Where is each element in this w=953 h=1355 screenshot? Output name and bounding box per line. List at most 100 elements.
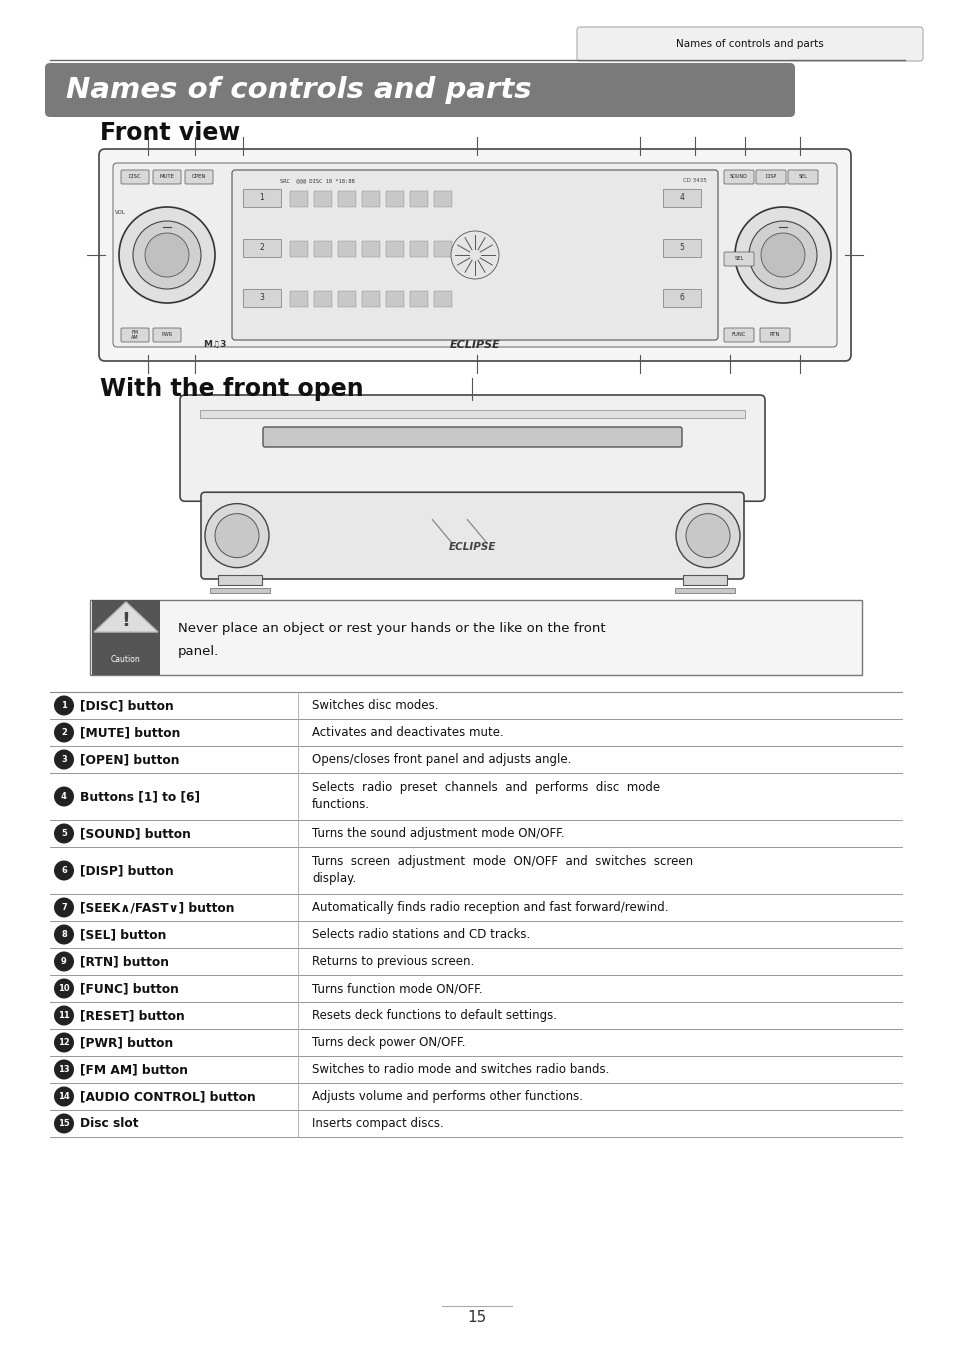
Bar [50, 772, 901, 820]
Circle shape [54, 860, 74, 881]
Circle shape [54, 824, 74, 844]
Bar [410, 241, 428, 257]
Text: 4: 4 [61, 793, 67, 801]
Bar [434, 191, 452, 207]
Text: [DISP] button: [DISP] button [80, 864, 173, 877]
Bar [662, 188, 700, 207]
FancyBboxPatch shape [723, 169, 753, 184]
Text: functions.: functions. [312, 798, 370, 812]
Bar [218, 575, 262, 585]
Circle shape [132, 221, 201, 289]
Circle shape [54, 749, 74, 770]
Bar [50, 747, 901, 772]
Text: Caution: Caution [111, 656, 141, 664]
Circle shape [760, 233, 804, 276]
Bar [200, 411, 744, 417]
Bar [386, 291, 403, 308]
Text: 13: 13 [58, 1065, 70, 1075]
Bar [386, 191, 403, 207]
FancyBboxPatch shape [121, 328, 149, 341]
Text: [MUTE] button: [MUTE] button [80, 726, 180, 738]
FancyBboxPatch shape [152, 169, 181, 184]
Text: 1: 1 [259, 194, 264, 202]
Text: Selects  radio  preset  channels  and  performs  disc  mode: Selects radio preset channels and perfor… [312, 780, 659, 794]
Text: With the front open: With the front open [100, 377, 363, 401]
FancyBboxPatch shape [232, 169, 718, 340]
Circle shape [214, 514, 258, 558]
Text: Opens/closes front panel and adjusts angle.: Opens/closes front panel and adjusts ang… [312, 753, 571, 766]
Circle shape [685, 514, 729, 558]
Text: [PWR] button: [PWR] button [80, 1037, 173, 1049]
Bar [361, 241, 379, 257]
Bar [50, 1056, 901, 1083]
Circle shape [54, 1005, 74, 1026]
Bar [50, 1028, 901, 1056]
Bar [314, 241, 332, 257]
Text: 5: 5 [61, 829, 67, 837]
Bar [662, 238, 700, 257]
Text: 6: 6 [61, 866, 67, 875]
FancyBboxPatch shape [755, 169, 785, 184]
FancyBboxPatch shape [99, 149, 850, 360]
FancyBboxPatch shape [121, 169, 149, 184]
Text: Turns deck power ON/OFF.: Turns deck power ON/OFF. [312, 1037, 465, 1049]
Text: Adjusts volume and performs other functions.: Adjusts volume and performs other functi… [312, 1089, 582, 1103]
Text: M♫3: M♫3 [203, 340, 227, 350]
Bar [290, 241, 308, 257]
Bar [50, 976, 901, 1001]
Text: RTN: RTN [769, 332, 780, 337]
FancyBboxPatch shape [577, 27, 923, 61]
Text: Turns function mode ON/OFF.: Turns function mode ON/OFF. [312, 982, 482, 995]
Bar [50, 1083, 901, 1110]
Circle shape [451, 230, 498, 279]
Text: display.: display. [312, 873, 355, 885]
Text: 15: 15 [58, 1119, 70, 1127]
Bar [243, 238, 281, 257]
Text: Turns  screen  adjustment  mode  ON/OFF  and  switches  screen: Turns screen adjustment mode ON/OFF and … [312, 855, 693, 867]
Text: Returns to previous screen.: Returns to previous screen. [312, 955, 474, 967]
Bar [434, 291, 452, 308]
Bar [337, 241, 355, 257]
FancyBboxPatch shape [185, 169, 213, 184]
Circle shape [205, 504, 269, 568]
Text: 14: 14 [58, 1092, 70, 1102]
Text: OPEN: OPEN [192, 175, 206, 179]
Circle shape [54, 978, 74, 999]
Text: [SOUND] button: [SOUND] button [80, 827, 191, 840]
Text: 1: 1 [61, 701, 67, 710]
Bar [50, 948, 901, 976]
Bar [361, 291, 379, 308]
Bar [50, 847, 901, 894]
Text: Disc slot: Disc slot [80, 1117, 138, 1130]
Text: Buttons [1] to [6]: Buttons [1] to [6] [80, 790, 200, 804]
Text: Turns the sound adjustment mode ON/OFF.: Turns the sound adjustment mode ON/OFF. [312, 827, 564, 840]
Bar [91, 600, 160, 675]
Text: [SEEK∧/FAST∨] button: [SEEK∧/FAST∨] button [80, 901, 234, 915]
Text: Switches to radio mode and switches radio bands.: Switches to radio mode and switches radi… [312, 1064, 609, 1076]
Text: 7: 7 [61, 902, 67, 912]
Text: [FM AM] button: [FM AM] button [80, 1064, 188, 1076]
Bar [50, 1001, 901, 1028]
FancyBboxPatch shape [152, 328, 181, 341]
Text: SEL: SEL [734, 256, 743, 262]
Circle shape [54, 695, 74, 715]
Circle shape [54, 722, 74, 743]
Circle shape [676, 504, 740, 568]
Text: [FUNC] button: [FUNC] button [80, 982, 179, 995]
Text: Front view: Front view [100, 121, 240, 145]
Text: SEL: SEL [798, 175, 806, 179]
Text: !: ! [121, 611, 131, 630]
Text: Inserts compact discs.: Inserts compact discs. [312, 1117, 443, 1130]
Text: 2: 2 [61, 728, 67, 737]
Bar [50, 820, 901, 847]
Circle shape [54, 1033, 74, 1053]
Text: SOUND: SOUND [729, 175, 747, 179]
Bar [410, 291, 428, 308]
Text: 3: 3 [61, 755, 67, 764]
Circle shape [145, 233, 189, 276]
Bar [50, 1110, 901, 1137]
Text: ECLIPSE: ECLIPSE [449, 340, 500, 350]
Circle shape [54, 786, 74, 806]
Bar [50, 894, 901, 921]
Text: Selects radio stations and CD tracks.: Selects radio stations and CD tracks. [312, 928, 530, 940]
